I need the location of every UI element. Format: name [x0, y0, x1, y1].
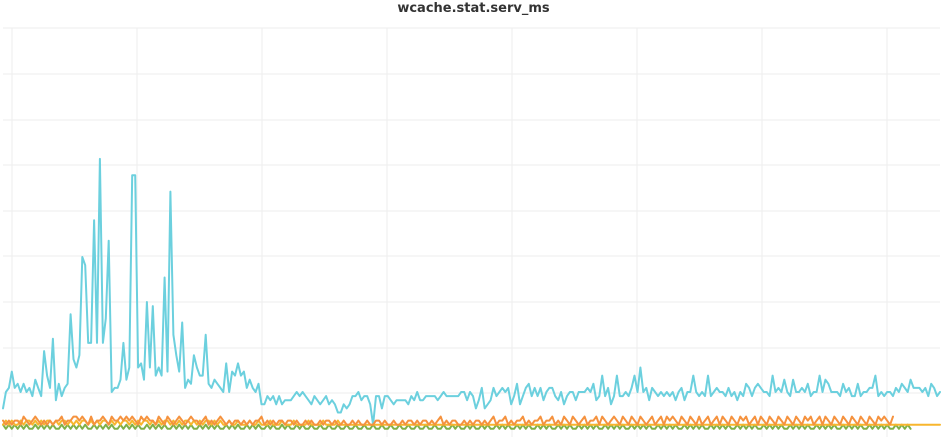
- chart-title: wcache.stat.serv_ms: [397, 1, 550, 16]
- series-line-2: [2, 415, 894, 426]
- series-line-1: [2, 157, 941, 426]
- series-line-4: [2, 423, 912, 430]
